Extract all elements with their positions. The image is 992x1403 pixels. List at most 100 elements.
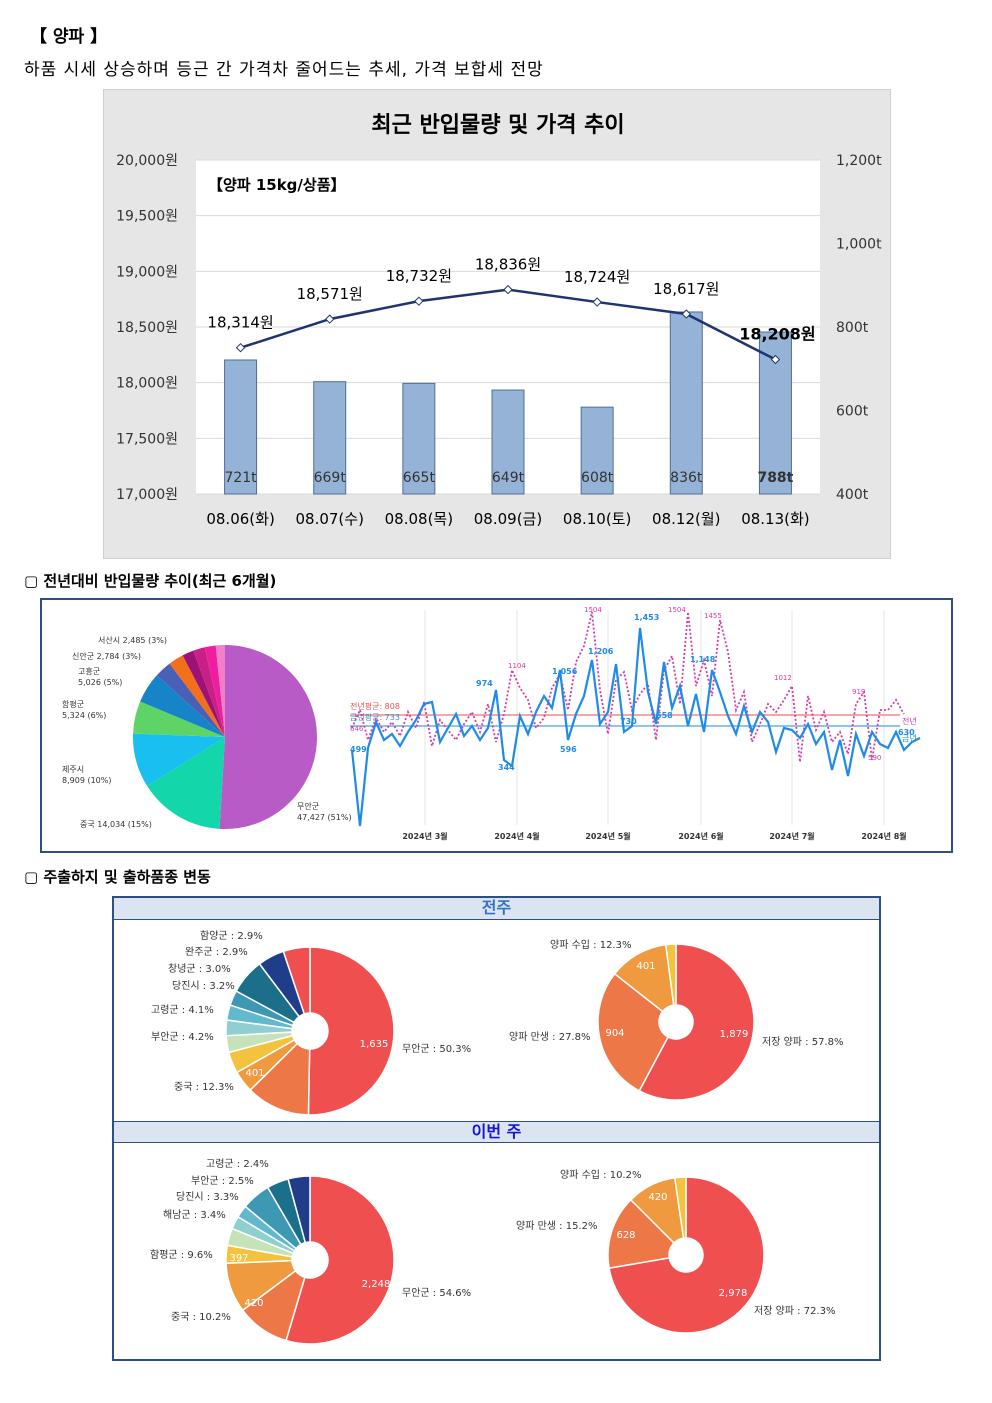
donut-value: 397 <box>229 1253 248 1264</box>
annotation-this: 499 <box>350 745 367 754</box>
annotation-this: 658 <box>656 711 673 720</box>
donut-label: 완주군 : 2.9% <box>185 946 248 958</box>
annotation-this: 630 <box>898 728 915 737</box>
right-tick-label: 800t <box>836 320 869 336</box>
donut-label: 중국 : 10.2% <box>171 1311 231 1323</box>
origin-donuts: 무안군 : 50.3% 중국 : 12.3% 부안군 : 4.2% 고령군 : 4.1… <box>114 898 879 1359</box>
volume-label: 649t <box>492 470 525 486</box>
donut-label: 양파 만생 : 15.2% <box>516 1220 597 1232</box>
pie-label: 무안군 <box>297 801 319 811</box>
chart-title: 최근 반입물량 및 가격 추이 <box>371 113 624 138</box>
yoy-panel: 무안군 47,427 (51%) 중국 14,034 (15%) 제주시 8,909 (… <box>40 598 953 853</box>
annotation-this: 730 <box>620 717 637 726</box>
donut-label: 부안군 : 4.2% <box>151 1031 214 1043</box>
donut-label: 함평군 : 9.6% <box>150 1249 213 1261</box>
x-tick-label: 2024년 7월 <box>769 831 814 841</box>
combo-chart-panel: 최근 반입물량 및 가격 추이 【양파 15kg/상품】 20,000원 19,500… <box>103 89 891 559</box>
pie-label: 5,324 (6%) <box>62 711 106 720</box>
annotation-prev: 590 <box>868 754 881 762</box>
donut-value: 420 <box>244 1298 263 1309</box>
annotation-this: 974 <box>476 679 493 688</box>
right-tick-label: 1,200t <box>836 153 882 169</box>
donut-label: 창녕군 : 3.0% <box>168 963 231 975</box>
donut-label: 해남군 : 3.4% <box>163 1208 226 1221</box>
volume-bar <box>670 312 702 494</box>
annotation-prev: 1455 <box>704 612 722 620</box>
volume-label: 608t <box>581 470 614 486</box>
donut-label: 부안군 : 2.5% <box>191 1175 254 1187</box>
pie-label: 제주시 <box>62 765 84 774</box>
annotation-prev: 1012 <box>774 674 792 682</box>
volume-label: 836t <box>670 470 703 486</box>
donut-label: 양파 수입 : 10.2% <box>560 1168 641 1181</box>
chart-inner-label: 【양파 15kg/상품】 <box>208 176 346 194</box>
x-tick-label: 08.09(금) <box>474 510 542 528</box>
volume-label: 665t <box>403 470 436 486</box>
pie-label: 신안군 2,784 (3%) <box>72 651 141 661</box>
series-this-line <box>352 628 920 826</box>
x-tick-label: 2024년 3월 <box>402 831 447 841</box>
donut-label: 고령군 : 4.1% <box>151 1004 214 1016</box>
yoy-charts: 무안군 47,427 (51%) 중국 14,034 (15%) 제주시 8,909 (… <box>42 600 951 851</box>
left-tick-label: 17,000원 <box>116 487 178 503</box>
price-label: 18,836원 <box>475 256 541 274</box>
x-tick-label: 08.12(월) <box>652 510 720 528</box>
section-title-origin: ▢ 주출하지 및 출하품종 변동 <box>24 866 211 887</box>
right-tick-label: 400t <box>836 487 869 503</box>
donut-value: 2,248 <box>362 1279 391 1290</box>
price-label: 18,571원 <box>297 285 363 303</box>
donut-label: 고령군 : 2.4% <box>206 1158 269 1170</box>
donut-value: 401 <box>636 961 655 972</box>
donut-label: 저장 양파 : 57.8% <box>762 1036 843 1048</box>
price-label: 18,724원 <box>564 268 630 286</box>
donut-label: 중국 : 12.3% <box>174 1081 234 1093</box>
annotation-this: 596 <box>560 745 577 754</box>
volume-label: 788t <box>757 470 793 486</box>
pie-label: 함평군 <box>62 699 84 709</box>
annotation-prev: 1504 <box>584 606 602 614</box>
donut-value: 1,879 <box>720 1029 749 1040</box>
x-tick-label: 08.10(토) <box>563 510 631 528</box>
donut-label: 당진시 : 3.3% <box>176 1191 239 1203</box>
donut-label: 무안군 : 50.3% <box>402 1043 471 1055</box>
left-tick-label: 18,000원 <box>116 376 178 392</box>
donut-slice-prev-region <box>308 947 394 1115</box>
pie-label: 8,909 (10%) <box>62 776 111 785</box>
price-label: 18,314원 <box>207 314 273 332</box>
volume-label: 721t <box>224 470 257 486</box>
series-prev-line <box>352 612 904 762</box>
page-heading: 【 양파 】 <box>30 22 107 47</box>
left-tick-label: 19,500원 <box>116 209 178 225</box>
left-tick-label: 20,000원 <box>116 153 178 169</box>
combo-chart: 최근 반입물량 및 가격 추이 【양파 15kg/상품】 20,000원 19,500… <box>104 90 892 560</box>
donut-value: 401 <box>245 1068 264 1079</box>
donut-value: 2,978 <box>719 1288 748 1299</box>
legend-prev: 전년 <box>902 716 917 726</box>
pie-label: 중국 14,034 (15%) <box>80 820 152 829</box>
donut-label: 양파 수입 : 12.3% <box>550 938 631 951</box>
donut-value: 420 <box>648 1192 667 1203</box>
donut-value: 904 <box>605 1028 624 1039</box>
annotation-this: 344 <box>498 763 515 772</box>
page-subtitle: 하품 시세 상승하며 등근 간 가격차 줄어드는 추세, 가격 보합세 전망 <box>24 55 544 80</box>
annotation-prev: 1504 <box>668 606 686 614</box>
origin-panel: 전주 이번 주 무안군 : 50.3% 중국 : 12.3% 부안군 : 4.2% 고… <box>112 896 881 1361</box>
pie-label: 고흥군 <box>78 666 100 676</box>
section-title-yoy: ▢ 전년대비 반입물량 추이(최근 6개월) <box>24 570 276 591</box>
x-tick-label: 2024년 6월 <box>678 831 723 841</box>
pie-label: 5,026 (5%) <box>78 678 122 687</box>
right-tick-label: 600t <box>836 404 869 420</box>
donut-value: 1,635 <box>360 1039 389 1050</box>
annotation-this: 1,148 <box>690 655 716 664</box>
x-tick-label: 08.06(화) <box>206 510 274 528</box>
left-tick-label: 17,500원 <box>116 431 178 447</box>
price-label: 18,208원 <box>739 325 815 344</box>
pie-label: 47,427 (51%) <box>297 813 352 822</box>
price-label: 18,732원 <box>386 267 452 285</box>
left-tick-label: 19,000원 <box>116 264 178 280</box>
donut-value: 628 <box>616 1230 635 1241</box>
x-tick-label: 2024년 4월 <box>494 831 539 841</box>
x-tick-label: 2024년 5월 <box>585 831 630 841</box>
donut-label: 당진시 : 3.2% <box>172 980 235 992</box>
annotation-prev: 919 <box>852 688 865 696</box>
